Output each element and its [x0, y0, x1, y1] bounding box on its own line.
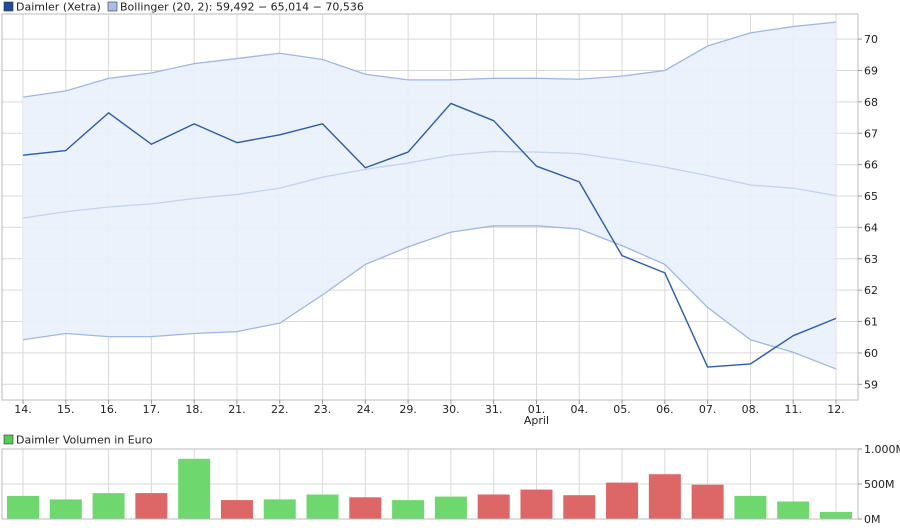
x-tick-label: 24.: [357, 403, 375, 416]
x-tick-label: 21.: [228, 403, 246, 416]
y-tick-label: 59: [864, 378, 878, 391]
volume-bar: [306, 494, 339, 519]
volume-panel: 0M 500M 1.000M: [1, 443, 900, 526]
volume-bar: [263, 499, 296, 519]
volume-y-axis: 0M 500M 1.000M: [858, 443, 900, 526]
x-tick-label: 22.: [271, 403, 289, 416]
y-tick-label: 60: [864, 347, 878, 360]
volume-bar: [392, 500, 425, 519]
bollinger-band-area: [23, 22, 836, 369]
bollinger-middle-line: [22, 150, 837, 219]
volume-bar: [477, 494, 510, 519]
x-tick-sublabel: April: [524, 414, 549, 427]
volume-y-tick-label: 1.000M: [864, 443, 900, 456]
volume-bar: [434, 496, 467, 519]
x-tick-label: 17.: [143, 403, 161, 416]
y-tick-label: 65: [864, 190, 878, 203]
y-tick-label: 64: [864, 221, 878, 234]
bollinger-legend: Bollinger (20, 2): 59,492 − 65,014 − 70,…: [107, 1, 364, 14]
price-panel: 59 60 61 62 63 64 65 66 67 68 69 70 14. 15. 16. 17. 18.…: [1, 13, 878, 427]
y-tick-label: 63: [864, 253, 878, 266]
volume-y-tick-label: 0M: [864, 513, 881, 526]
volume-bar: [734, 495, 767, 519]
bollinger-legend-swatch: [107, 1, 118, 12]
volume-bar: [7, 495, 39, 519]
volume-legend: Daimler Volumen in Euro: [3, 434, 153, 447]
x-tick-label: 04.: [571, 403, 589, 416]
price-panel-frame: [1, 13, 859, 401]
x-tick-label: 16.: [100, 403, 118, 416]
volume-bar: [220, 500, 253, 519]
x-tick-label: 23.: [314, 403, 332, 416]
volume-grid: [2, 448, 858, 520]
y-tick-label: 70: [864, 33, 878, 46]
volume-bar: [49, 499, 82, 519]
volume-bar: [520, 489, 553, 519]
y-tick-label: 68: [864, 96, 878, 109]
bollinger-band: [23, 22, 836, 369]
price-legend: Daimler (Xetra): [3, 1, 101, 14]
x-axis: 14. 15. 16. 17. 18. 21. 22. 23. 24. 29. 30. 31. 01. 0…: [14, 400, 845, 427]
volume-bar: [777, 501, 810, 519]
bollinger-legend-label: Bollinger (20, 2): 59,492 − 65,014 − 70,…: [120, 1, 364, 14]
x-tick-label: 30.: [442, 403, 460, 416]
volume-legend-label: Daimler Volumen in Euro: [16, 434, 153, 447]
y-tick-label: 62: [864, 284, 878, 297]
volume-bar: [349, 497, 382, 519]
x-tick-label: 14.: [14, 403, 32, 416]
x-tick-label: 07.: [699, 403, 717, 416]
volume-legend-swatch: [3, 434, 14, 445]
volume-bar: [691, 484, 724, 519]
volume-bar: [820, 512, 852, 519]
y-tick-label: 69: [864, 64, 878, 77]
volume-bar: [648, 474, 681, 519]
volume-y-tick-label: 500M: [864, 478, 895, 491]
x-tick-label: 15.: [57, 403, 75, 416]
price-legend-label: Daimler (Xetra): [16, 1, 101, 14]
volume-bars: [7, 458, 852, 519]
x-tick-label: 29.: [399, 403, 417, 416]
x-tick-label: 11.: [784, 403, 802, 416]
volume-bar: [563, 495, 596, 519]
y-tick-label: 66: [864, 159, 878, 172]
y-tick-label: 67: [864, 127, 878, 140]
price-y-axis: 59 60 61 62 63 64 65 66 67 68 69 70: [858, 33, 878, 391]
x-tick-label: 08.: [742, 403, 760, 416]
x-tick-label: 18.: [185, 403, 203, 416]
x-tick-label: 01.: [528, 403, 546, 416]
bollinger-upper-line: [22, 21, 837, 98]
x-tick-label: 31.: [485, 403, 503, 416]
volume-bar: [92, 493, 125, 519]
bollinger-lower-line: [22, 225, 837, 370]
price-legend-swatch: [3, 1, 14, 12]
x-tick-label: 06.: [656, 403, 674, 416]
volume-bar: [178, 458, 211, 519]
price-line: [22, 102, 837, 368]
price-series: [22, 21, 837, 370]
volume-bar: [135, 493, 168, 519]
x-tick-label: 05.: [613, 403, 631, 416]
x-tick-label: 12.: [827, 403, 845, 416]
y-tick-label: 61: [864, 316, 878, 329]
volume-bar: [606, 482, 639, 519]
